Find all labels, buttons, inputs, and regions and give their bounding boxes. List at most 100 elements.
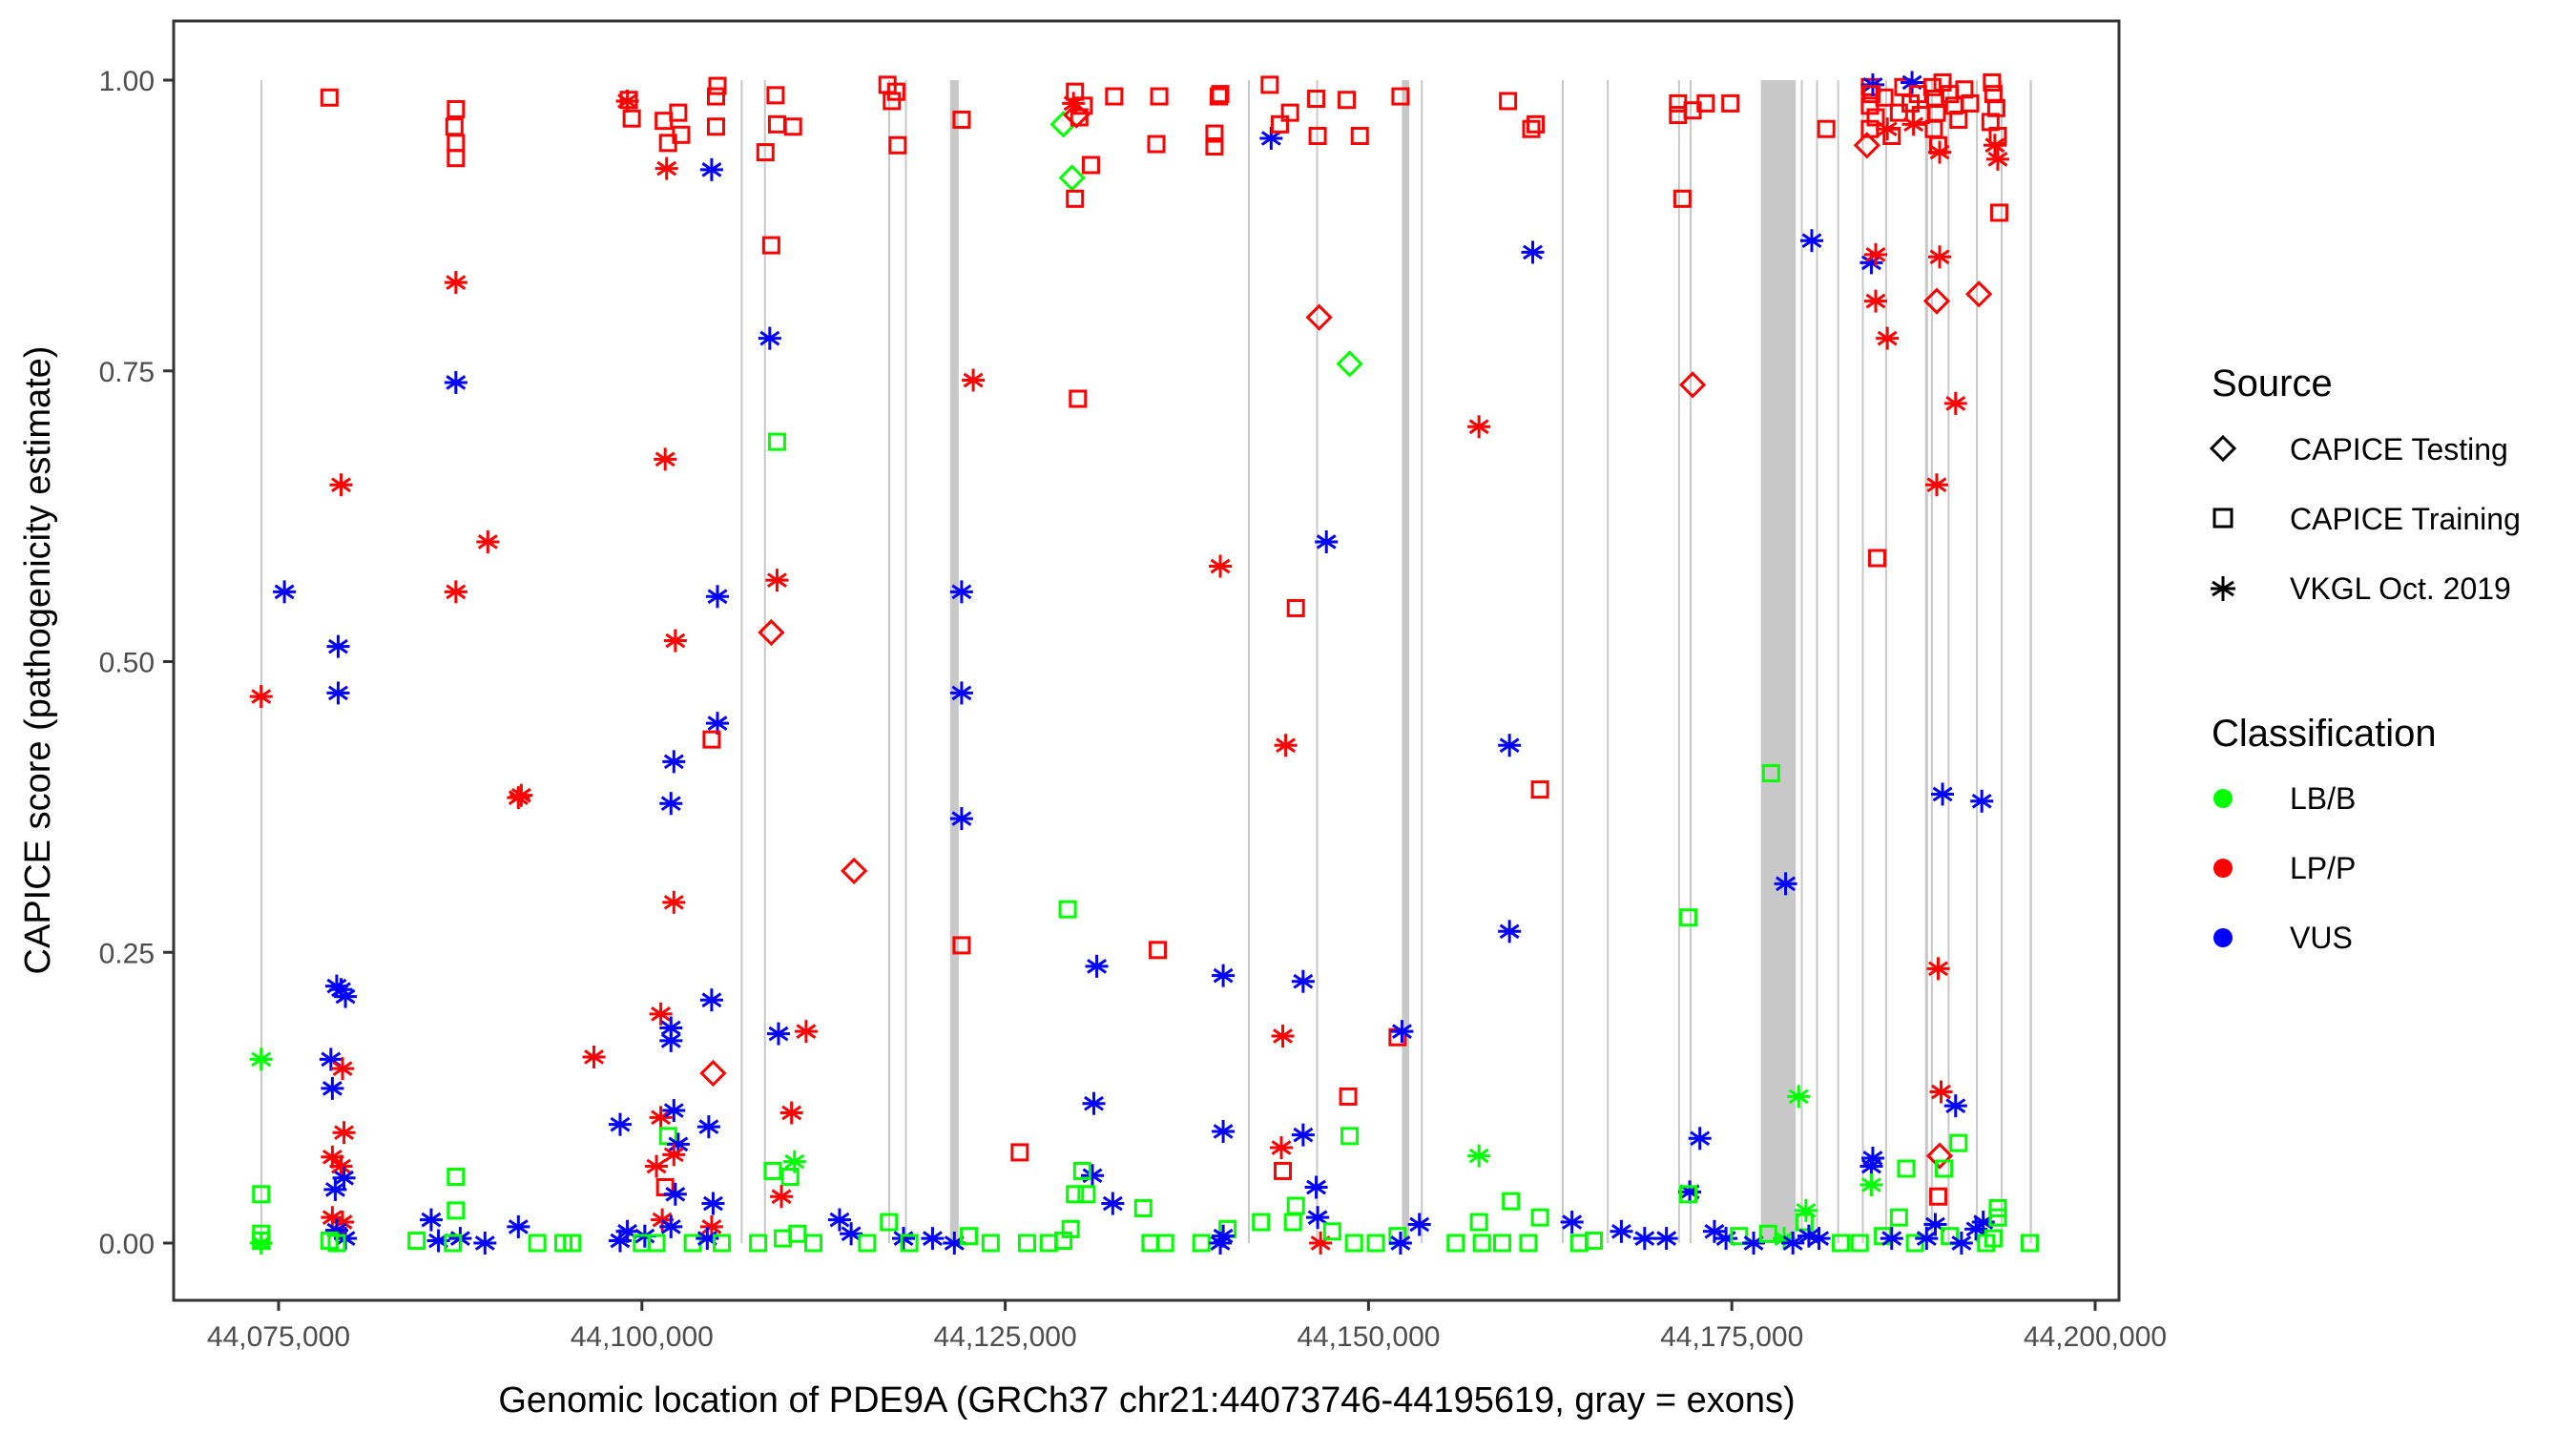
data-point-asterisk: [699, 157, 723, 181]
data-point-diamond: [1965, 280, 1993, 308]
data-point-square: [1519, 1234, 1538, 1253]
data-point-square: [1730, 1227, 1749, 1246]
data-point-asterisk: [1209, 1232, 1233, 1255]
data-point-square: [1530, 1208, 1549, 1227]
data-point-square: [788, 1224, 807, 1243]
data-point-square: [1338, 91, 1357, 110]
data-point-asterisk: [444, 580, 467, 604]
data-point-square: [766, 86, 785, 105]
legend-label: VUS: [2290, 921, 2353, 955]
data-point-diamond: [1336, 350, 1363, 378]
exon-band: [1861, 80, 1864, 1243]
data-point-square: [1339, 1087, 1358, 1106]
data-point-square: [1949, 110, 1968, 129]
data-point-asterisk: [1467, 1144, 1491, 1168]
data-point-square: [804, 1234, 823, 1253]
data-point-asterisk: [1949, 1232, 1973, 1255]
data-point-diamond: [758, 618, 785, 647]
data-point-square: [1795, 1213, 1814, 1232]
data-point-square: [783, 117, 802, 136]
data-point-square: [1983, 73, 2002, 92]
data-point-asterisk: [770, 1185, 794, 1209]
data-point-square: [1274, 1161, 1293, 1180]
data-point-asterisk: [1983, 134, 2006, 157]
y-tick-label: 0.00: [99, 1229, 155, 1260]
data-point-square: [1340, 1127, 1360, 1146]
data-point-square: [1283, 1213, 1302, 1232]
data-point-asterisk: [1787, 1085, 1811, 1109]
data-point-square: [1211, 85, 1230, 104]
data-point-asterisk: [582, 1045, 606, 1068]
exon-band: [740, 80, 743, 1243]
data-point-square: [1679, 908, 1698, 927]
data-point-asterisk: [654, 156, 678, 180]
data-point-square: [2020, 1234, 2039, 1253]
data-point-asterisk: [329, 473, 353, 497]
data-point-asterisk: [1212, 1224, 1236, 1248]
data-point-asterisk: [766, 1022, 790, 1046]
data-point-asterisk: [1985, 147, 2009, 171]
data-point-square: [327, 1234, 346, 1253]
data-point-asterisk: [473, 1232, 497, 1255]
data-point-square: [1584, 1232, 1603, 1251]
data-point-square: [1066, 1185, 1085, 1204]
exon-band: [1976, 80, 1979, 1243]
exon-band: [949, 80, 959, 1243]
legend-item-vus: VUS: [2213, 921, 2353, 955]
data-point-square: [952, 936, 971, 955]
y-axis-title: CAPICE score (pathogenicity estimate): [18, 346, 58, 975]
data-point-asterisk: [1781, 1232, 1805, 1255]
exon-band: [904, 80, 907, 1243]
exon-band: [887, 80, 890, 1243]
legend-label: VKGL Oct. 2019: [2290, 571, 2511, 606]
data-point-square: [1446, 1234, 1465, 1253]
data-point-square: [1205, 124, 1224, 143]
data-point-square: [1105, 87, 1124, 106]
data-point-asterisk: [662, 750, 686, 774]
y-tick-label: 0.25: [99, 938, 155, 969]
legend-source-title: Source: [2212, 363, 2333, 404]
data-point-square: [1069, 389, 1088, 408]
data-point-asterisk: [273, 580, 297, 604]
data-point-square: [713, 1234, 732, 1253]
data-point-square: [883, 92, 902, 111]
exon-band: [1316, 80, 1319, 1243]
data-point-square: [1252, 1213, 1271, 1232]
data-point-square: [761, 236, 780, 255]
data-point-asterisk: [1863, 289, 1887, 313]
x-axis-title: Genomic location of PDE9A (GRCh37 chr21:…: [498, 1380, 1795, 1421]
data-point-asterisk: [659, 1214, 683, 1238]
data-point-square: [1066, 189, 1085, 208]
data-point-square: [669, 103, 688, 122]
dot-icon: [2213, 928, 2233, 947]
data-point-asterisk: [1212, 964, 1236, 987]
exon-band: [1247, 80, 1250, 1243]
data-point-asterisk: [706, 712, 730, 736]
data-point-square: [858, 1234, 877, 1253]
data-point-asterisk: [1610, 1219, 1633, 1243]
data-point-square: [1868, 549, 1887, 568]
data-point-asterisk: [654, 447, 677, 471]
y-axis: 0.00 0.25 0.50 0.75 1.00: [99, 66, 174, 1260]
data-point-asterisk: [509, 783, 533, 807]
data-point-asterisk: [1315, 529, 1339, 553]
data-point-asterisk: [794, 1020, 818, 1044]
data-point-diamond: [841, 857, 868, 885]
data-point-square: [1366, 1234, 1385, 1253]
x-axis: 44,075,000 44,100,000 44,125,000 44,150,000…: [207, 1300, 2167, 1353]
data-point-square: [1155, 1234, 1174, 1253]
data-point-square: [780, 1168, 800, 1187]
data-point-square: [1010, 1143, 1029, 1162]
data-point-asterisk: [608, 1229, 632, 1253]
data-point-square: [1831, 1234, 1850, 1253]
legend-item-lpp: LP/P: [2213, 851, 2356, 885]
data-point-asterisk: [1274, 734, 1298, 757]
data-point-square: [1530, 780, 1549, 799]
data-point-asterisk: [1082, 1091, 1106, 1115]
data-point-asterisk: [1306, 1206, 1330, 1230]
data-point-square: [528, 1234, 547, 1253]
data-point-square: [880, 1213, 899, 1232]
data-point-asterisk: [827, 1208, 851, 1232]
data-point-square: [1472, 1234, 1491, 1253]
